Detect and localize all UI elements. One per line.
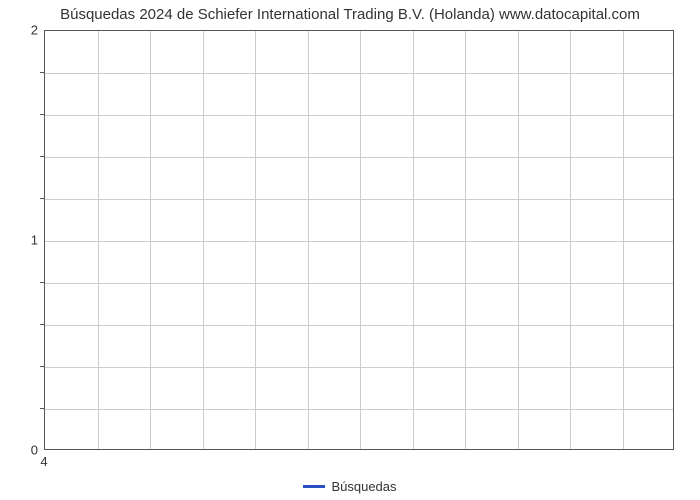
gridline-horizontal — [45, 409, 673, 410]
ytick-minor — [40, 282, 44, 283]
ytick-minor — [40, 114, 44, 115]
gridline-vertical — [308, 31, 309, 449]
ytick-label: 2 — [8, 23, 38, 38]
ytick-label: 0 — [8, 443, 38, 458]
gridline-horizontal — [45, 73, 673, 74]
ytick-minor — [40, 366, 44, 367]
plot-area — [44, 30, 674, 450]
ytick-minor — [40, 324, 44, 325]
legend: Búsquedas — [0, 478, 700, 494]
gridline-horizontal — [45, 241, 673, 242]
xtick-label: 4 — [40, 454, 47, 469]
ytick-minor — [40, 198, 44, 199]
gridline-vertical — [150, 31, 151, 449]
ytick-minor — [40, 156, 44, 157]
gridline-vertical — [465, 31, 466, 449]
gridline-horizontal — [45, 283, 673, 284]
gridline-horizontal — [45, 325, 673, 326]
chart-title: Búsquedas 2024 de Schiefer International… — [0, 6, 700, 23]
gridline-horizontal — [45, 157, 673, 158]
gridline-vertical — [98, 31, 99, 449]
gridline-vertical — [518, 31, 519, 449]
gridline-vertical — [203, 31, 204, 449]
gridline-horizontal — [45, 199, 673, 200]
gridline-vertical — [360, 31, 361, 449]
ytick-minor — [40, 72, 44, 73]
gridline-horizontal — [45, 115, 673, 116]
ytick-minor — [40, 408, 44, 409]
gridline-vertical — [623, 31, 624, 449]
legend-label: Búsquedas — [331, 479, 396, 494]
gridline-horizontal — [45, 367, 673, 368]
gridline-vertical — [413, 31, 414, 449]
legend-swatch — [303, 485, 325, 488]
gridline-vertical — [255, 31, 256, 449]
ytick-label: 1 — [8, 233, 38, 248]
gridline-vertical — [570, 31, 571, 449]
chart-container: Búsquedas 2024 de Schiefer International… — [0, 0, 700, 500]
